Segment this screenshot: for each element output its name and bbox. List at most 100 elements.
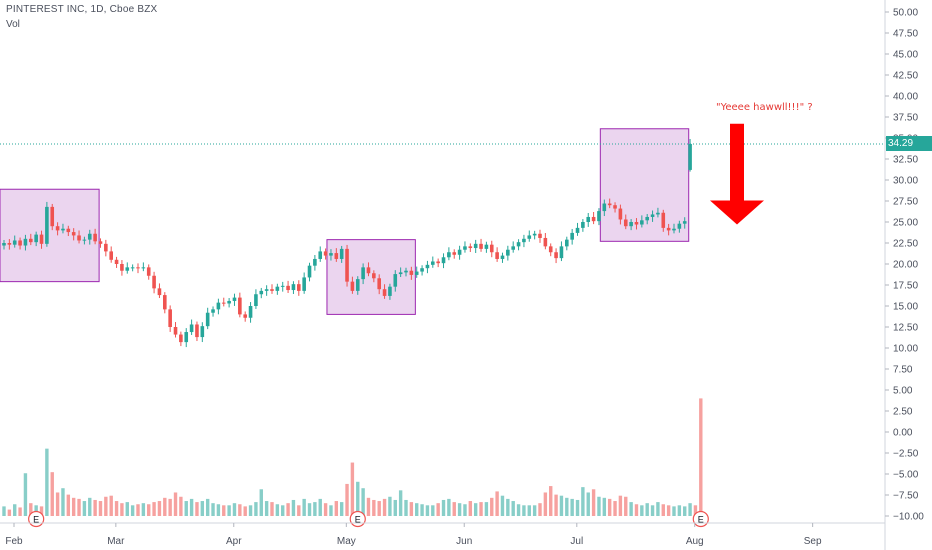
volume-bar <box>372 499 376 516</box>
volume-bar <box>238 504 242 516</box>
candle-body <box>345 248 349 282</box>
earnings-marker[interactable]: E <box>28 510 45 528</box>
candle-body <box>602 203 607 212</box>
candle-body <box>538 233 542 238</box>
volume-bar <box>109 495 113 516</box>
volume-bar <box>581 487 585 516</box>
volume-bar <box>318 498 322 516</box>
candle-body <box>77 235 81 241</box>
volume-bar <box>597 496 601 516</box>
candle-body <box>168 309 172 327</box>
volume-bar <box>586 492 590 516</box>
candle-body <box>565 239 569 247</box>
candle-body <box>82 239 87 241</box>
annotation-boxes[interactable] <box>0 128 690 315</box>
volume-bar <box>554 494 558 516</box>
volume-bar <box>168 498 172 516</box>
volume-bar <box>425 505 430 516</box>
candle-body <box>682 221 687 224</box>
candle-body <box>516 242 521 247</box>
volume-bar <box>634 504 639 516</box>
y-tick-label: 25.00 <box>893 218 918 229</box>
earnings-marker[interactable]: E <box>349 510 366 528</box>
candle-body <box>334 253 339 259</box>
candle-body <box>554 252 558 259</box>
candle-body <box>254 294 258 306</box>
volume-bar <box>559 495 564 516</box>
volume-bar <box>270 502 274 516</box>
candle-body <box>436 261 440 264</box>
volume-bar <box>232 503 237 516</box>
volume-bar <box>184 501 188 516</box>
volume-bar <box>243 506 247 516</box>
volume-bar <box>7 509 12 516</box>
time-axis[interactable]: Feb Mar Apr May Jun Jul Aug Sep <box>5 523 822 547</box>
volume-bar <box>205 498 210 516</box>
volume-bars <box>2 398 703 516</box>
volume-bar <box>607 498 612 516</box>
candle-body <box>575 227 580 233</box>
volume-bar <box>50 472 54 516</box>
candle-body <box>661 212 666 228</box>
x-tick-label: May <box>337 536 356 547</box>
candle-body <box>173 327 178 335</box>
y-tick-label: 45.00 <box>893 50 918 61</box>
candle-body <box>329 253 333 256</box>
down-arrow-drawing[interactable] <box>710 123 764 225</box>
volume-bar <box>613 501 617 516</box>
volume-bar <box>323 503 328 516</box>
candle-body <box>141 267 146 269</box>
candle-body <box>350 281 355 291</box>
volume-bar <box>195 502 199 516</box>
volume-bar <box>55 492 60 516</box>
volume-bar <box>473 503 478 516</box>
annotation-text[interactable]: "Yeeee hawwll!!!" ? <box>716 102 813 113</box>
candle-body <box>677 223 682 229</box>
volume-bar <box>227 505 231 516</box>
candle-body <box>463 246 467 250</box>
candle-body <box>372 273 376 279</box>
volume-bar <box>61 488 65 516</box>
y-tick-label: −2.50 <box>893 449 919 460</box>
candle-body <box>382 289 387 296</box>
y-tick-label: 15.00 <box>893 302 918 313</box>
candle-body <box>489 244 494 253</box>
volume-bar <box>575 499 580 516</box>
volume-bar <box>618 495 623 516</box>
candle-body <box>420 268 424 272</box>
volume-bar <box>2 506 6 516</box>
annotation-box-1[interactable] <box>0 188 100 283</box>
candle-body <box>479 243 483 249</box>
volume-bar <box>104 496 108 516</box>
candle-body <box>323 251 328 256</box>
candle-body <box>688 143 692 170</box>
candle-body <box>527 235 532 239</box>
candle-body <box>120 264 124 271</box>
volume-bar <box>527 505 531 516</box>
candle-body <box>339 248 344 259</box>
earnings-marker[interactable]: E <box>692 510 709 528</box>
candle-body <box>238 297 242 315</box>
volume-bar <box>88 497 92 516</box>
volume-bar <box>479 502 483 516</box>
candle-body <box>666 227 671 231</box>
volume-bar <box>699 398 703 516</box>
candle-body <box>355 279 360 291</box>
volume-bar <box>661 504 665 516</box>
annotation-box-3[interactable] <box>599 128 690 242</box>
volume-bar <box>77 498 81 516</box>
volume-bar <box>543 492 548 516</box>
volume-bar <box>264 501 269 516</box>
volume-bar <box>13 504 17 516</box>
candle-body <box>650 214 655 217</box>
candle-body <box>634 222 639 225</box>
volume-bar <box>313 502 317 516</box>
y-tick-label: 47.50 <box>893 29 918 40</box>
candle-body <box>291 284 296 291</box>
candle-body <box>200 326 205 338</box>
y-tick-label: 2.50 <box>893 407 913 418</box>
candle-body <box>18 240 22 246</box>
candlesticks <box>2 139 692 348</box>
